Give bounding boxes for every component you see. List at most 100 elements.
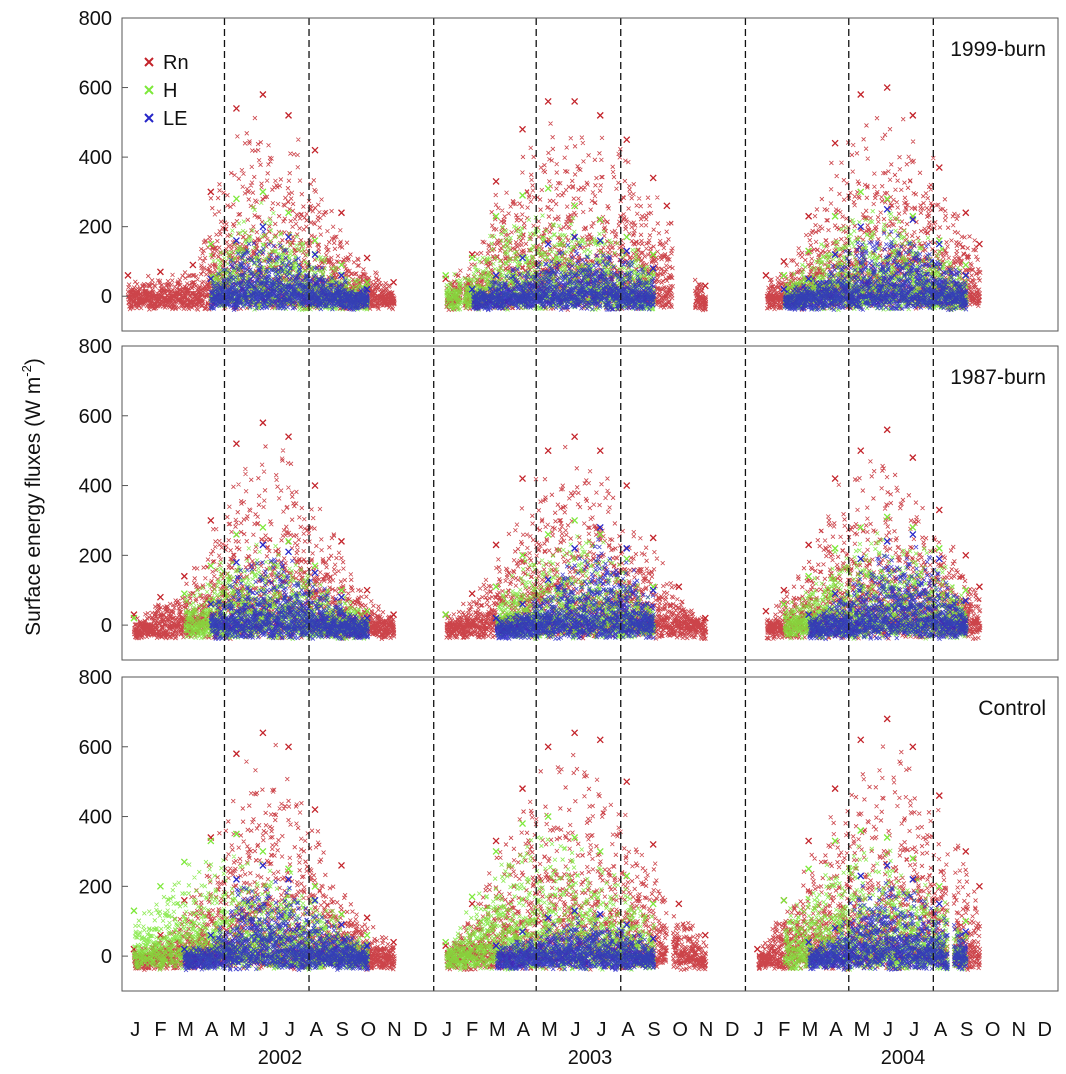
panel-1999-burn [124,84,983,313]
data-point [883,861,891,869]
data-point [207,600,215,608]
data-point [596,523,604,531]
data-point [975,240,983,248]
data-point [762,271,770,279]
data-point [571,834,579,841]
data-point [363,914,371,922]
data-point [831,590,839,598]
data-point [805,865,813,873]
data-point [338,921,345,929]
data-point [468,590,476,598]
data-point [259,847,267,855]
data-point [285,233,292,241]
y-axis-ticks: 0 200 400 600 800 0 200 400 600 800 0 200 400 600 800 [79,8,128,968]
data-point [285,875,292,883]
data-point [831,924,839,932]
data-point [285,537,292,545]
x-month-label: N [699,1019,713,1041]
legend: Rn H LE [144,52,189,130]
data-point [519,254,526,262]
data-point [596,216,604,224]
data-point [189,261,197,269]
data-point [962,261,970,269]
x-month-label: A [517,1019,531,1041]
data-point [805,212,813,220]
data-point [311,482,319,490]
data-point [544,743,552,751]
x-month-label: J [754,1019,764,1041]
data-point [649,174,657,182]
x-month-label: D [413,1019,427,1041]
data-point [363,607,371,615]
x-month-label: O [361,1019,377,1041]
data-point [649,534,657,542]
data-point [805,275,813,283]
data-point [831,251,839,258]
data-point [831,785,839,793]
data-point [363,586,371,594]
data-point [780,257,788,265]
data-point [831,837,839,845]
data-point [649,251,657,258]
legend-label: H [163,80,177,102]
data-point [623,778,631,786]
x-month-label: M [854,1019,871,1041]
data-point [519,125,526,133]
data-point [363,278,371,286]
panel-label: 1987-burn [950,366,1046,389]
data-point [780,271,788,279]
data-point [780,285,788,293]
data-point [207,931,215,939]
data-point [857,736,865,744]
data-point [544,240,552,248]
data-point [753,945,761,953]
x-month-label: M [802,1019,819,1041]
data-point [311,569,319,577]
data-point [232,237,240,245]
data-point [519,475,526,483]
data-point [207,188,215,196]
data-point [935,506,943,514]
data-point [909,743,917,751]
data-point [180,572,188,580]
data-point [909,216,917,224]
data-point [338,861,345,869]
data-point [935,900,943,908]
data-point [571,516,579,524]
data-point [285,865,292,873]
x-month-label: M [229,1019,246,1041]
data-point [544,98,552,105]
data-point [492,583,500,591]
data-point [519,551,526,559]
data-point [180,858,188,866]
x-month-label: J [570,1019,580,1041]
data-point [285,433,292,441]
panel-frames [121,17,1059,992]
y-axis-label: Surface energy fluxes (W m-2) [19,358,45,636]
data-point [623,921,631,929]
data-point [883,715,891,723]
data-point [544,447,552,455]
data-point [805,938,813,946]
data-point [780,896,788,904]
data-point [519,191,526,199]
data-point [857,223,865,231]
data-point [623,136,631,144]
x-month-label: J [597,1019,607,1041]
y-tick-label: 600 [79,737,112,759]
data-point [311,146,319,154]
y-tick-label: 800 [79,667,112,689]
data-point [596,447,604,455]
x-month-label: O [672,1019,688,1041]
data-point [232,195,240,203]
data-point [390,938,398,946]
panel-frame [121,345,1059,661]
data-point [311,251,319,258]
data-point [805,247,813,255]
data-point [962,271,970,279]
data-point [571,907,579,915]
x-axis-year-labels: 2002 2003 2004 [258,1047,926,1069]
x-year-label: 2002 [258,1047,303,1069]
data-point [935,555,943,563]
